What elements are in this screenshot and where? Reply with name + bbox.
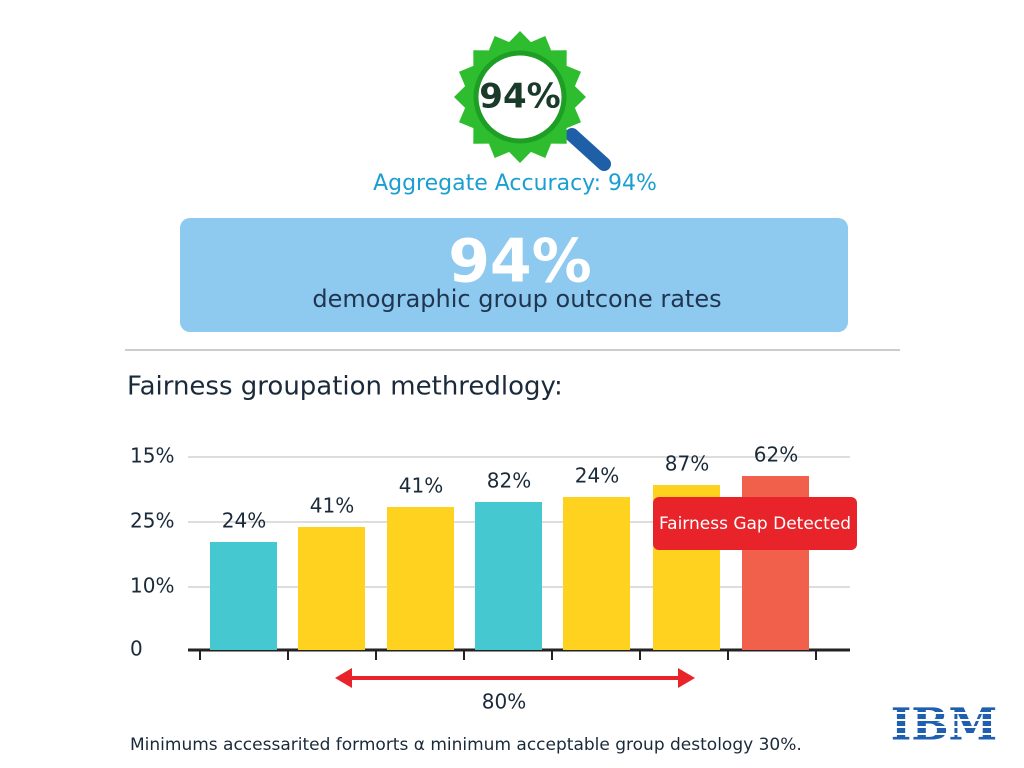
alert-text: Fairness Gap Detected: [659, 514, 851, 534]
alert-box: [653, 497, 857, 550]
badge-label: 94%: [479, 77, 560, 117]
bar: [210, 542, 277, 650]
bar-label: 24%: [575, 464, 619, 488]
section-title: Fairness groupation methredlogy:: [127, 372, 563, 402]
panel-big: 94%: [448, 227, 592, 297]
logo-stripes: [885, 712, 1004, 742]
arrow-head: [335, 668, 352, 688]
bar-label: 24%: [222, 509, 266, 533]
magnifier-handle: [565, 128, 611, 171]
badge: 94%: [454, 31, 611, 171]
chart: 15% 25% 10% 0 24% 41% 41% 82% 24% 87% 62%: [130, 443, 850, 661]
bar-label: 41%: [399, 474, 443, 498]
arrow-head: [678, 668, 695, 688]
logo: IBM: [891, 700, 997, 751]
bar-label: 62%: [754, 443, 798, 467]
bar-label: 87%: [665, 452, 709, 476]
span-label: 80%: [482, 690, 526, 714]
headline: Aggregate Accuracy: 94%: [373, 171, 657, 196]
panel-caption: demographic group outcone rates: [312, 285, 721, 313]
bar: [387, 507, 454, 650]
bar: [563, 497, 630, 650]
y-tick-label: 0: [130, 637, 143, 661]
bar-label: 82%: [487, 469, 531, 493]
bar: [475, 502, 542, 650]
panel: [180, 218, 848, 332]
lens: [473, 50, 567, 144]
y-tick-label: 15%: [130, 444, 174, 468]
footer: Minimums accessarited formorts α minimum…: [130, 735, 802, 755]
span-arrow: [335, 668, 695, 688]
y-tick-label: 10%: [130, 574, 174, 598]
bar: [298, 527, 365, 650]
bar-label: 41%: [310, 494, 354, 518]
y-tick-label: 25%: [130, 509, 174, 533]
